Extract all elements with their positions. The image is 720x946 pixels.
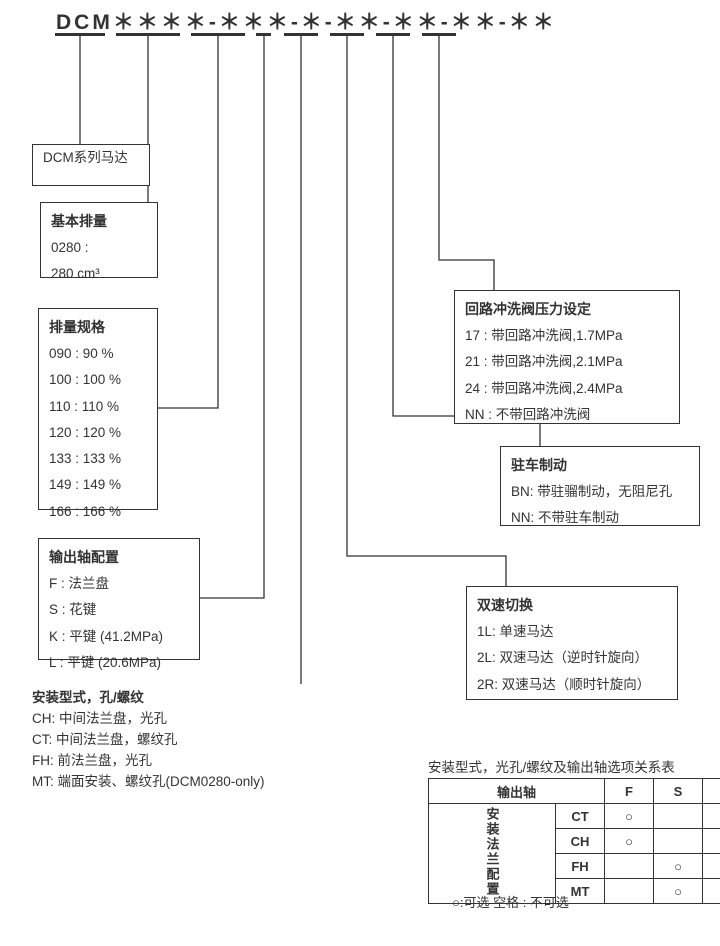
callout-spec-item: 149 : 149 % bbox=[39, 472, 157, 498]
callout-shaft: 输出轴配置F : 法兰盘S : 花键K : 平键 (41.2MPa)L : 平键… bbox=[38, 538, 200, 660]
table-cell: ○ bbox=[654, 879, 703, 904]
table-cell bbox=[703, 879, 720, 904]
table-cell bbox=[605, 879, 654, 904]
callout-dual-item: 2R: 双速马达（顺时针旋向） bbox=[467, 672, 677, 698]
table-corner: 输出轴 bbox=[429, 779, 605, 804]
table-cell bbox=[703, 804, 720, 829]
callout-spec-item: 090 : 90 % bbox=[39, 341, 157, 367]
callout-dual-item: 1L: 单速马达 bbox=[467, 619, 677, 645]
callout-flush-item: 21 : 带回路冲洗阀,2.1MPa bbox=[455, 349, 679, 375]
callout-shaft-item: S : 花键 bbox=[39, 597, 199, 623]
callout-brake: 驻车制动BN: 带驻骝制动，无阻尼孔NN: 不带驻车制动 bbox=[500, 446, 700, 526]
callout-disp-item: 0280 : bbox=[41, 235, 157, 261]
callout-spec-item: 110 : 110 % bbox=[39, 394, 157, 420]
table-legend: ○:可选 空格 : 不可选 bbox=[452, 892, 569, 911]
table-col-header: S bbox=[654, 779, 703, 804]
table-cell: ○ bbox=[605, 829, 654, 854]
table-cell bbox=[654, 829, 703, 854]
callout-dual-header: 双速切换 bbox=[467, 587, 677, 619]
callout-disp-header: 基本排量 bbox=[41, 203, 157, 235]
callout-brake-item: BN: 带驻骝制动，无阻尼孔 bbox=[501, 479, 699, 505]
callout-spec: 排量规格090 : 90 %100 : 100 %110 : 110 %120 … bbox=[38, 308, 158, 510]
callout-mount: 安装型式，孔/螺纹CH: 中间法兰盘，光孔CT: 中间法兰盘，螺纹孔FH: 前法… bbox=[32, 688, 288, 793]
callout-spec-item: 100 : 100 % bbox=[39, 367, 157, 393]
callout-mount-line: FH: 前法兰盘，光孔 bbox=[32, 751, 288, 772]
table-cell bbox=[703, 829, 720, 854]
table-row-header: CT bbox=[556, 804, 605, 829]
callout-brake-header: 驻车制动 bbox=[501, 447, 699, 479]
callout-disp-item: 280 cm³ bbox=[41, 261, 157, 287]
callout-spec-header: 排量规格 bbox=[39, 309, 157, 341]
table-cell: ○ bbox=[605, 804, 654, 829]
callout-flush-item: 24 : 带回路冲洗阀,2.4MPa bbox=[455, 376, 679, 402]
callout-shaft-item: F : 法兰盘 bbox=[39, 571, 199, 597]
callout-shaft-item: K : 平键 (41.2MPa) bbox=[39, 624, 199, 650]
callout-shaft-item: L : 平键 (20.6MPa) bbox=[39, 650, 199, 676]
callout-flush-item: NN : 不带回路冲洗阀 bbox=[455, 402, 679, 428]
table-cell: ○ bbox=[654, 854, 703, 879]
table-side-header: 安装法兰配置 bbox=[429, 804, 556, 904]
table-caption: 安装型式，光孔/螺纹及输出轴选项关系表 bbox=[428, 756, 675, 776]
callout-flush-item: 17 : 带回路冲洗阀,1.7MPa bbox=[455, 323, 679, 349]
callout-spec-item: 120 : 120 % bbox=[39, 420, 157, 446]
table-col-header: F bbox=[605, 779, 654, 804]
callout-mount-line: CT: 中间法兰盘，螺纹孔 bbox=[32, 730, 288, 751]
callout-brake-item: NN: 不带驻车制动 bbox=[501, 505, 699, 531]
callout-mount-line: 安装型式，孔/螺纹 bbox=[32, 688, 288, 709]
table-col-header: K bbox=[703, 779, 720, 804]
callout-spec-item: 133 : 133 % bbox=[39, 446, 157, 472]
callout-shaft-header: 输出轴配置 bbox=[39, 539, 199, 571]
relationship-table: 输出轴FSKL安装法兰配置CT○CH○FH○○○MT○ bbox=[428, 778, 720, 904]
callout-disp: 基本排量0280 : 280 cm³ bbox=[40, 202, 158, 278]
callout-dual: 双速切换1L: 单速马达2L: 双速马达（逆时针旋向）2R: 双速马达（顺时针旋… bbox=[466, 586, 678, 700]
callout-series-item: DCM系列马达 bbox=[33, 145, 149, 171]
callout-series: DCM系列马达 bbox=[32, 144, 150, 186]
table-cell: ○ bbox=[703, 854, 720, 879]
callout-dual-item: 2L: 双速马达（逆时针旋向） bbox=[467, 645, 677, 671]
product-code: DCM＊＊＊＊-＊＊＊-＊-＊＊-＊＊-＊＊-＊＊ bbox=[56, 6, 557, 36]
callout-mount-line: CH: 中间法兰盘，光孔 bbox=[32, 709, 288, 730]
table-row-header: FH bbox=[556, 854, 605, 879]
callout-flush-header: 回路冲洗阀压力设定 bbox=[455, 291, 679, 323]
callout-flush: 回路冲洗阀压力设定17 : 带回路冲洗阀,1.7MPa21 : 带回路冲洗阀,2… bbox=[454, 290, 680, 424]
callout-spec-item: 166 : 166 % bbox=[39, 499, 157, 525]
table-cell bbox=[654, 804, 703, 829]
table-cell bbox=[605, 854, 654, 879]
table-row-header: CH bbox=[556, 829, 605, 854]
callout-mount-line: MT: 端面安装、螺纹孔(DCM0280-only) bbox=[32, 772, 288, 793]
